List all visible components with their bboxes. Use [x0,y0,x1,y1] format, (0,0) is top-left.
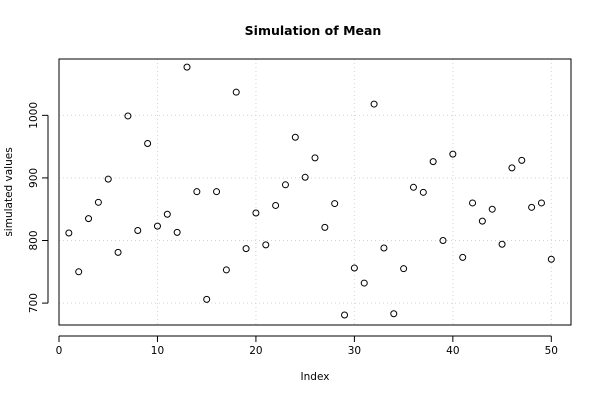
data-point [163,210,171,218]
y-axis-label: simulated values [3,147,15,236]
data-points [65,63,555,319]
axes: 0 10 20 30 40 50 700 800 900 1000 [28,102,558,357]
data-point [173,228,181,236]
data-point [518,156,526,164]
data-point [232,88,240,96]
x-tick-label: 30 [348,345,361,357]
data-point [311,154,319,162]
data-point [144,139,152,147]
plot-frame [58,58,572,326]
y-tick-label: 700 [28,293,40,313]
data-point [321,223,329,231]
grid [58,59,571,325]
data-point [114,248,122,256]
data-point [85,215,93,223]
data-point [528,203,536,211]
x-axis-label: Index [301,371,330,383]
data-point [272,201,280,209]
x-tick-label: 50 [545,345,558,357]
data-point [134,226,142,234]
data-point [508,164,516,172]
data-point [213,188,221,196]
data-point [94,198,102,206]
chart-title: Simulation of Mean [245,23,382,38]
data-point [75,268,83,276]
data-point [469,199,477,207]
data-point [124,112,132,120]
x-tick-label: 20 [249,345,262,357]
data-point [153,222,161,230]
data-point [409,183,417,191]
y-tick-label: 1000 [28,102,40,129]
x-tick-label: 40 [446,345,459,357]
data-point [341,311,349,319]
data-point [331,200,339,208]
data-point [281,181,289,189]
data-point [65,229,73,237]
data-point [498,240,506,248]
data-point [242,245,250,253]
data-point [478,217,486,225]
x-tick-label: 10 [151,345,164,357]
data-point [203,295,211,303]
data-point [360,279,368,287]
data-point [390,310,398,318]
x-tick-label: 0 [56,345,63,357]
data-point [419,188,427,196]
y-tick-label: 900 [28,168,40,188]
data-point [429,158,437,166]
data-point [370,100,378,108]
data-point [104,175,112,183]
y-tick-label: 800 [28,230,40,250]
data-point [183,63,191,71]
data-point [222,266,230,274]
data-point [459,253,467,261]
data-point [291,133,299,141]
data-point [301,173,309,181]
data-point [252,209,260,217]
data-point [439,237,447,245]
data-point [400,265,408,273]
data-point [488,205,496,213]
data-point [262,241,270,249]
data-point [350,264,358,272]
data-point [380,244,388,252]
data-point [193,188,201,196]
data-point [547,255,555,263]
data-point [449,150,457,158]
data-point [537,199,545,207]
